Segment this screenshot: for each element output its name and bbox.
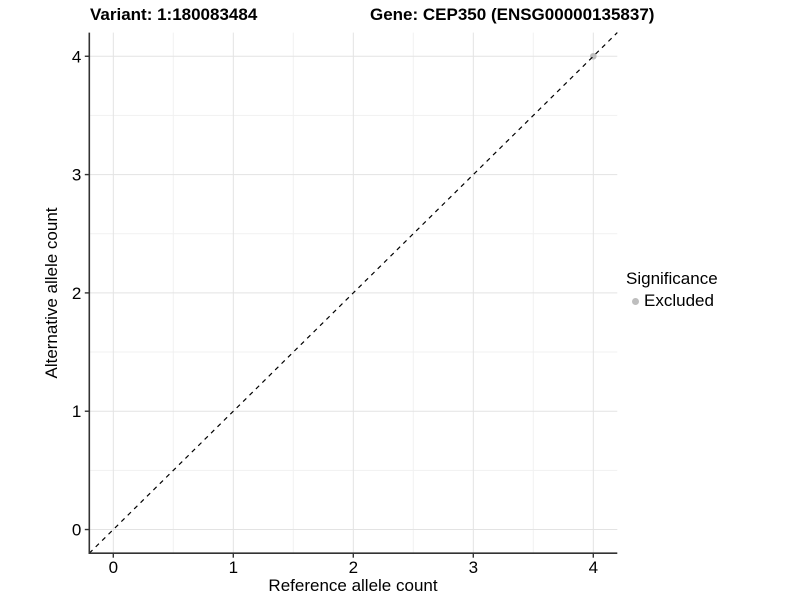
y-tick-label: 4 [72, 47, 81, 66]
x-tick-label: 1 [229, 558, 238, 577]
legend-title: Significance [626, 269, 718, 288]
y-axis-title: Alternative allele count [42, 207, 61, 379]
y-tick-label: 2 [72, 284, 81, 303]
legend-item-excluded: Excluded [626, 291, 718, 311]
y-tick-label: 1 [72, 402, 81, 421]
identity-line [88, 32, 618, 554]
x-tick-label: 4 [589, 558, 598, 577]
x-axis-title: Reference allele count [268, 576, 438, 595]
legend-point-icon [632, 297, 639, 305]
gene-title: Gene: CEP350 (ENSG00000135837) [370, 5, 655, 24]
x-tick-label: 3 [469, 558, 478, 577]
legend-item-label: Excluded [644, 291, 714, 310]
legend: Significance Excluded [626, 269, 718, 311]
variant-title: Variant: 1:180083484 [90, 5, 258, 24]
y-tick-label: 3 [72, 166, 81, 185]
x-tick-label: 2 [349, 558, 358, 577]
y-tick-label: 0 [72, 521, 81, 540]
x-tick-label: 0 [109, 558, 118, 577]
